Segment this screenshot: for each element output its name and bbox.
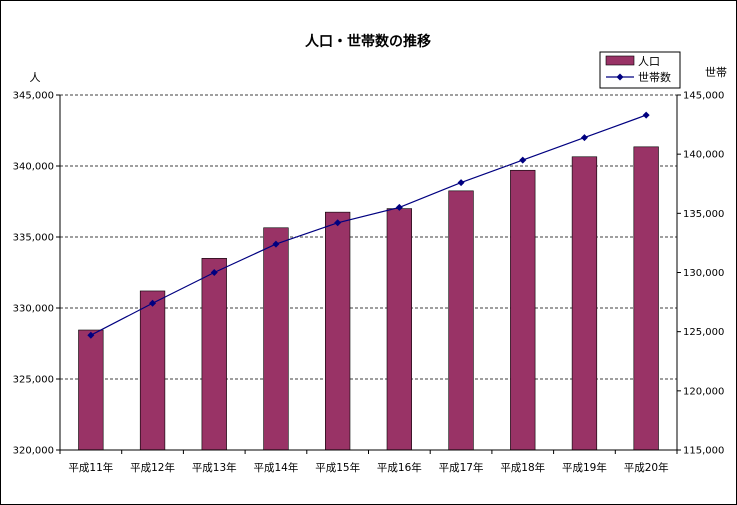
left-tick-label: 345,000: [13, 91, 54, 102]
right-tick-label: 145,000: [683, 91, 724, 102]
x-category-label: 平成20年: [624, 461, 669, 474]
right-tick-label: 115,000: [683, 446, 724, 457]
bar-population: [633, 146, 659, 451]
x-category-label: 平成12年: [130, 461, 175, 474]
marker-households: [210, 269, 218, 276]
marker-households: [272, 240, 280, 248]
bars-population: [78, 146, 659, 451]
bar-population: [325, 211, 351, 451]
bar-population: [448, 190, 474, 451]
x-category-label: 平成19年: [562, 461, 607, 474]
left-tick-label: 325,000: [13, 375, 54, 386]
x-axis-labels: 平成11年 平成12年 平成13年 平成14年 平成15年 平成16年 平成17年 平成18年…: [68, 461, 668, 474]
right-tick-label: 120,000: [683, 386, 724, 397]
bar-population: [571, 156, 598, 451]
right-tick-label: 135,000: [683, 209, 724, 220]
x-category-label: 平成17年: [439, 461, 484, 474]
right-tick-label: 130,000: [683, 268, 724, 279]
legend-label-population: 人口: [638, 55, 660, 68]
series-line-households: [90, 114, 647, 336]
left-axis-ticks: 320,000 325,000 330,000 335,000 340,000 345,0…: [13, 91, 60, 457]
line-households: [87, 111, 650, 339]
left-tick-label: 330,000: [13, 304, 54, 315]
left-tick-label: 320,000: [13, 446, 54, 457]
x-category-label: 平成11年: [68, 461, 113, 474]
bar-population: [139, 290, 166, 451]
marker-households: [87, 331, 95, 339]
left-axis-unit: 人: [30, 71, 41, 84]
x-category-label: 平成13年: [192, 461, 237, 474]
marker-households: [642, 111, 650, 119]
x-category-label: 平成16年: [377, 461, 422, 474]
bar-population: [386, 208, 412, 451]
right-tick-label: 140,000: [683, 150, 724, 161]
bar-population: [263, 227, 289, 451]
legend-marker-households: [616, 73, 624, 81]
left-tick-label: 340,000: [13, 162, 54, 173]
right-axis-ticks: 115,000 120,000 125,000 130,000 135,000 140,0…: [677, 91, 724, 457]
x-category-label: 平成15年: [315, 461, 360, 474]
marker-households: [580, 134, 588, 142]
right-axis-unit: 世帯: [705, 66, 727, 79]
legend-swatch-population: [605, 55, 635, 66]
marker-households: [457, 179, 465, 187]
marker-households: [149, 299, 157, 307]
bar-population: [201, 257, 227, 451]
right-tick-label: 125,000: [683, 327, 724, 338]
marker-households: [519, 156, 527, 164]
marker-households: [395, 203, 403, 211]
legend: 人口 世帯数: [599, 51, 681, 89]
marker-households: [334, 219, 342, 227]
x-category-label: 平成18年: [500, 461, 545, 474]
x-category-label: 平成14年: [254, 461, 299, 474]
bar-population: [78, 329, 104, 451]
bar-population: [510, 169, 536, 451]
left-tick-label: 335,000: [13, 233, 54, 244]
legend-label-households: 世帯数: [638, 71, 671, 84]
chart-title: 人口・世帯数の推移: [305, 33, 431, 50]
